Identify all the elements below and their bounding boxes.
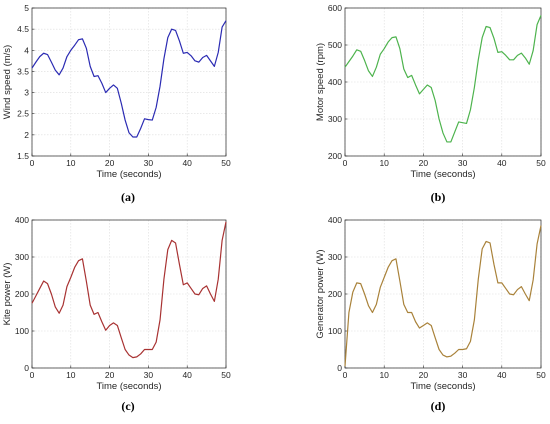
series-line-1 — [31, 221, 227, 359]
y-tick-label: 3.5 — [17, 66, 29, 76]
x-tick-label: 20 — [105, 370, 115, 380]
panel-label: (c) — [121, 399, 134, 413]
series-line-1 — [344, 225, 542, 367]
x-axis-label: Time (seconds) — [410, 381, 475, 392]
x-tick-label: 10 — [379, 158, 389, 168]
x-tick-label: 10 — [66, 158, 76, 168]
x-tick-label: 30 — [458, 370, 468, 380]
x-tick-label: 40 — [182, 370, 192, 380]
plot-area — [31, 219, 227, 369]
chart-panel-4: 0 10 20 30 40 50 0 100 200 300 400 Time (seconds) Ge… — [315, 215, 546, 413]
x-tick-label: 0 — [343, 370, 348, 380]
x-tick-label: 50 — [221, 158, 231, 168]
x-axis-label: Time (seconds) — [410, 169, 475, 180]
y-tick-label: 100 — [328, 326, 342, 336]
x-tick-label: 40 — [497, 370, 507, 380]
x-tick-label: 0 — [30, 370, 35, 380]
y-tick-label: 4.5 — [17, 24, 29, 34]
y-tick-label: 5 — [24, 3, 29, 13]
y-tick-label: 1.5 — [17, 151, 29, 161]
y-axis-label: Generator power (W) — [315, 249, 326, 338]
plot-area — [31, 7, 227, 157]
y-tick-label: 2.5 — [17, 109, 29, 119]
y-axis-label: Kite power (W) — [2, 263, 13, 326]
panel-label: (d) — [431, 399, 446, 413]
x-tick-label: 20 — [419, 158, 429, 168]
y-axis-label: Motor speed (rpm) — [315, 43, 326, 121]
panel-label: (b) — [431, 190, 446, 204]
x-tick-label: 50 — [536, 158, 546, 168]
y-tick-label: 600 — [328, 3, 342, 13]
x-tick-label: 50 — [221, 370, 231, 380]
x-tick-label: 10 — [379, 370, 389, 380]
y-tick-label: 200 — [15, 289, 29, 299]
y-tick-label: 200 — [328, 151, 342, 161]
y-tick-label: 0 — [24, 363, 29, 373]
x-tick-label: 10 — [66, 370, 76, 380]
series-line-1 — [344, 15, 542, 143]
y-tick-label: 400 — [328, 77, 342, 87]
y-tick-label: 200 — [328, 289, 342, 299]
y-tick-label: 2 — [24, 130, 29, 140]
y-tick-label: 3 — [24, 88, 29, 98]
x-tick-label: 20 — [105, 158, 115, 168]
y-tick-label: 0 — [337, 363, 342, 373]
chart-panel-3: 0 10 20 30 40 50 0 100 200 300 400 Time (seconds) Ki… — [2, 215, 231, 413]
x-tick-label: 0 — [343, 158, 348, 168]
y-tick-label: 100 — [15, 326, 29, 336]
x-axis-label: Time (seconds) — [96, 169, 161, 180]
x-tick-label: 20 — [419, 370, 429, 380]
x-tick-label: 50 — [536, 370, 546, 380]
chart-panel-1: 0 10 20 30 40 50 1.5 2 2.5 3 3.5 4 4.5 5 Time (seconds… — [2, 3, 231, 204]
x-tick-label: 40 — [497, 158, 507, 168]
x-tick-label: 30 — [144, 158, 154, 168]
y-tick-label: 400 — [15, 215, 29, 225]
y-tick-label: 500 — [328, 40, 342, 50]
x-tick-label: 0 — [30, 158, 35, 168]
y-tick-label: 300 — [328, 252, 342, 262]
y-tick-label: 300 — [328, 114, 342, 124]
x-axis-label: Time (seconds) — [96, 381, 161, 392]
y-tick-label: 400 — [328, 215, 342, 225]
y-tick-label: 300 — [15, 252, 29, 262]
y-tick-label: 4 — [24, 45, 29, 55]
chart-panel-2: 0 10 20 30 40 50 200 300 400 500 600 Time (seconds)… — [315, 3, 546, 204]
y-axis-label: Wind speed (m/s) — [2, 45, 13, 119]
x-tick-label: 40 — [182, 158, 192, 168]
x-tick-label: 30 — [144, 370, 154, 380]
plot-area — [344, 7, 542, 157]
plot-area — [344, 219, 542, 369]
x-tick-label: 30 — [458, 158, 468, 168]
series-line-1 — [31, 20, 227, 138]
panel-label: (a) — [121, 190, 135, 204]
